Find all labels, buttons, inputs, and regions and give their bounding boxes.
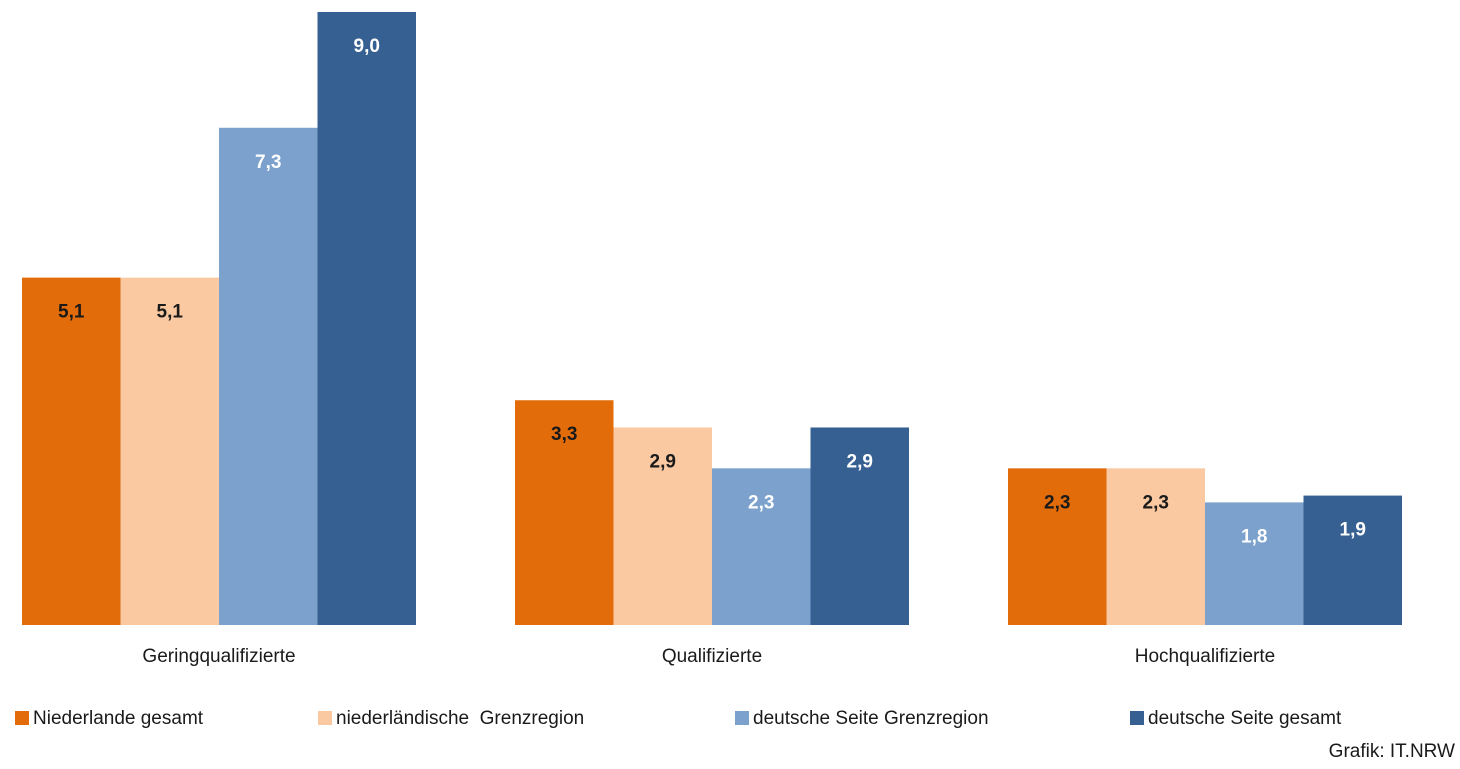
legend-swatch — [318, 711, 332, 725]
legend-swatch — [735, 711, 749, 725]
x-tick-label: Qualifizierte — [662, 646, 762, 667]
data-label: 1,9 — [1340, 520, 1366, 541]
source-note: Grafik: IT.NRW — [1329, 741, 1455, 762]
bar — [1205, 502, 1304, 625]
bar — [712, 468, 811, 625]
data-label: 2,3 — [748, 492, 774, 513]
data-label: 2,9 — [847, 451, 873, 472]
data-label: 7,3 — [255, 152, 281, 173]
bar — [317, 12, 416, 625]
data-label: 2,9 — [650, 451, 676, 472]
data-label: 9,0 — [354, 36, 380, 57]
data-label: 3,3 — [551, 424, 577, 445]
data-label: 1,8 — [1241, 526, 1267, 547]
bar — [120, 277, 219, 625]
bar — [515, 400, 614, 625]
data-label: 5,1 — [58, 302, 85, 323]
data-label: 2,3 — [1044, 492, 1070, 513]
legend-swatch — [1130, 711, 1144, 725]
legend-label: niederländische Grenzregion — [336, 708, 584, 729]
data-label: 5,1 — [157, 302, 184, 323]
data-label: 2,3 — [1143, 492, 1169, 513]
bar — [1106, 468, 1205, 625]
bar — [1303, 495, 1402, 625]
legend-label: deutsche Seite Grenzregion — [753, 708, 989, 729]
legend-swatch — [15, 711, 29, 725]
bar — [810, 427, 909, 625]
x-tick-label: Hochqualifizierte — [1135, 646, 1275, 667]
bar — [22, 277, 121, 625]
bar — [1008, 468, 1107, 625]
legend-label: Niederlande gesamt — [33, 708, 204, 729]
bar — [219, 127, 318, 626]
legend-label: deutsche Seite gesamt — [1148, 708, 1342, 729]
x-tick-label: Geringqualifizierte — [142, 646, 295, 667]
bar — [613, 427, 712, 625]
